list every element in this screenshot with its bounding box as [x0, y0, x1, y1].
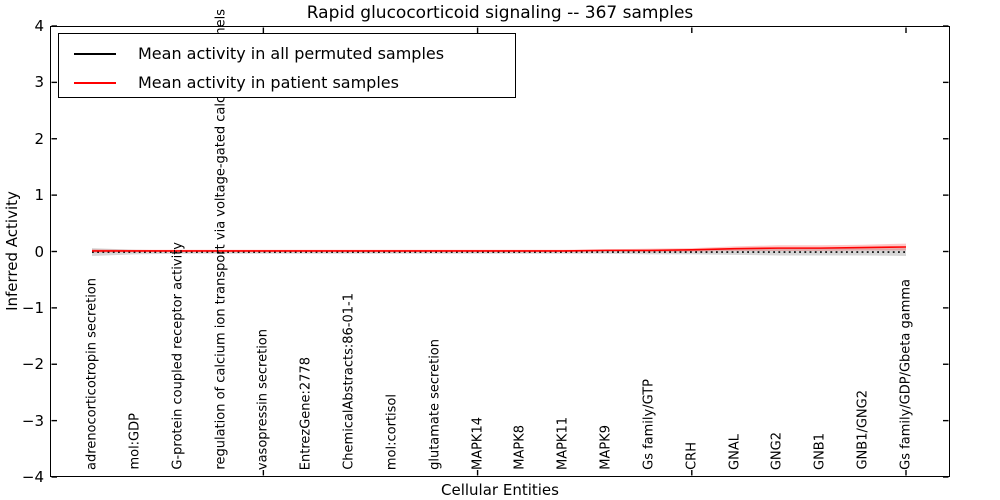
- x-tick-label: MAPK8: [512, 425, 528, 470]
- x-tick-label: MAPK9: [598, 425, 614, 470]
- legend-entry: Mean activity in patient samples: [74, 68, 515, 97]
- legend-label: Mean activity in patient samples: [138, 73, 399, 92]
- x-axis-label: Cellular Entities: [441, 481, 559, 499]
- x-tick-label: ChemicalAbstracts:86-01-1: [341, 293, 357, 470]
- legend-entries: Mean activity in all permuted samples Mea…: [74, 39, 515, 97]
- legend-line-swatch: [74, 81, 116, 84]
- y-tick-label: −2: [21, 355, 44, 374]
- series-line-patient: [92, 246, 907, 252]
- plot-area: [50, 26, 950, 477]
- x-tick-label: EntrezGene:2778: [298, 356, 314, 470]
- x-tick-label: MAPK14: [470, 416, 486, 470]
- y-tick-label: −1: [21, 298, 44, 317]
- y-tick-label: 1: [34, 186, 44, 205]
- y-tick-label: −3: [21, 411, 44, 430]
- x-tick-label: Gs family/GTP: [641, 379, 657, 470]
- x-tick-label: CRH: [684, 442, 700, 470]
- x-tick-label: adrenocorticotropin secretion: [84, 278, 100, 470]
- legend: Mean activity in all permuted samples Mea…: [58, 33, 516, 98]
- x-tick-label: GNG2: [769, 431, 785, 470]
- x-tick-label: vasopressin secretion: [255, 328, 271, 470]
- legend-entry: Mean activity in all permuted samples: [74, 39, 515, 68]
- y-tick-label: −4: [21, 468, 44, 486]
- x-tick-label: GNB1/GNG2: [855, 390, 871, 470]
- x-tick-label: Gs family/GDP/Gbeta gamma: [898, 279, 914, 470]
- y-tick-label: 0: [34, 242, 44, 261]
- legend-line-swatch: [74, 52, 116, 55]
- chart-title: Rapid glucocorticoid signaling -- 367 sa…: [306, 3, 694, 23]
- x-tick-label: mol:GDP: [127, 413, 143, 470]
- y-tick-label: 2: [34, 129, 44, 148]
- y-tick-label: 4: [34, 17, 44, 35]
- legend-label: Mean activity in all permuted samples: [138, 44, 445, 63]
- x-tick-label: G-protein coupled receptor activity: [170, 242, 186, 470]
- x-tick-label: GNAL: [727, 434, 743, 470]
- x-tick-label: mol:cortisol: [384, 393, 400, 470]
- x-tick-label: glutamate secretion: [427, 339, 443, 470]
- x-tick-label: MAPK11: [555, 416, 571, 470]
- x-tick-label: GNB1: [812, 433, 828, 470]
- y-tick-label: 3: [34, 73, 44, 92]
